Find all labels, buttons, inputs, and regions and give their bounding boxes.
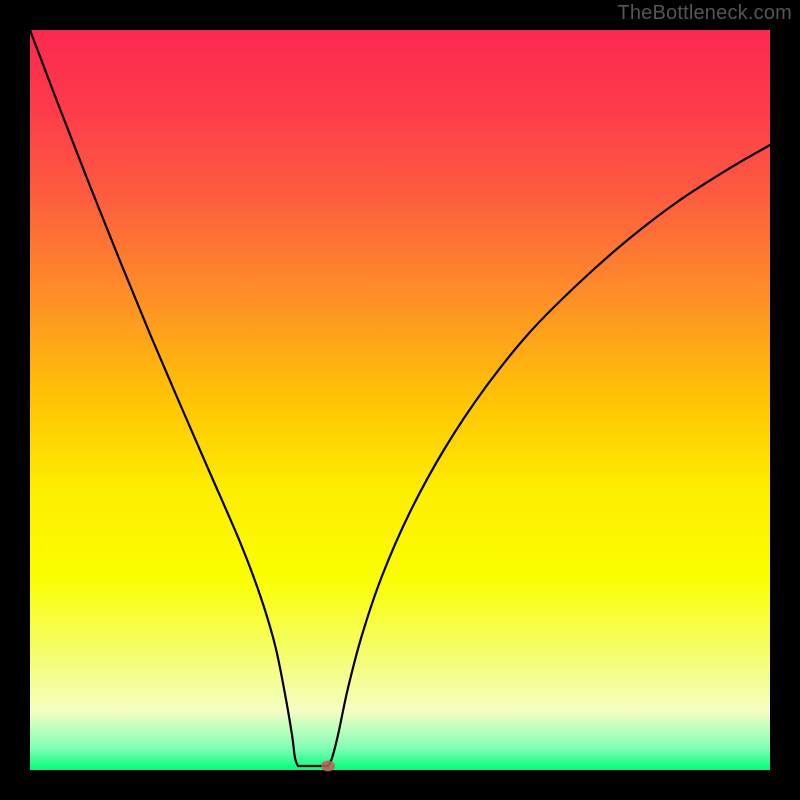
watermark-text: TheBottleneck.com bbox=[617, 2, 792, 25]
chart-plot-area bbox=[30, 30, 770, 770]
chart-svg bbox=[0, 0, 800, 800]
optimum-marker bbox=[321, 761, 335, 772]
bottleneck-chart: TheBottleneck.com bbox=[0, 0, 800, 800]
